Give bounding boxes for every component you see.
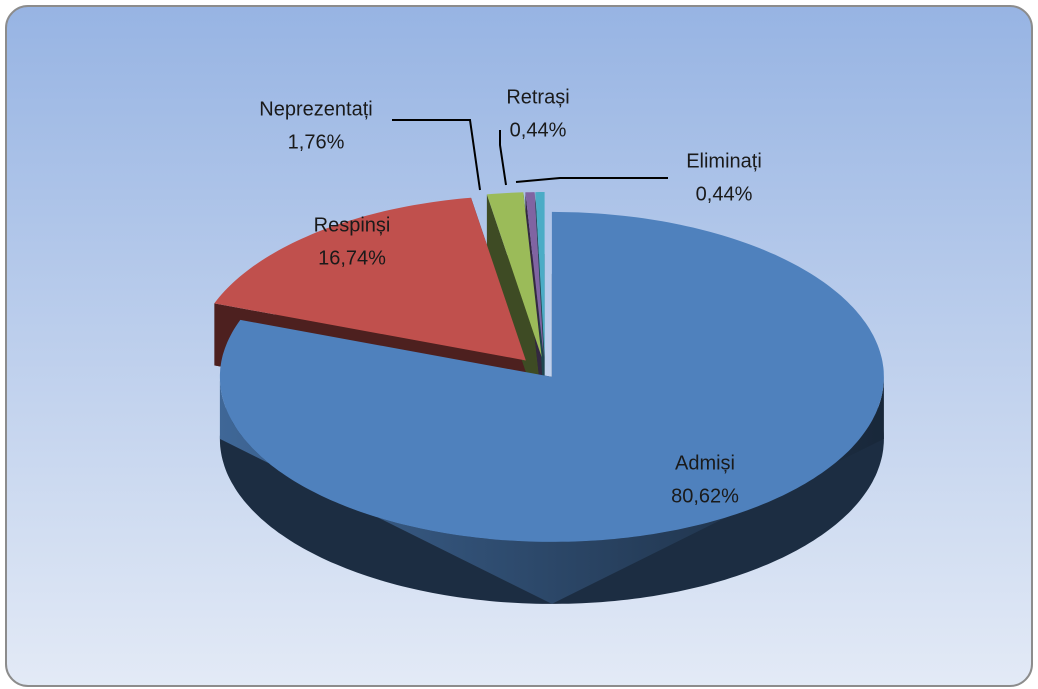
value-label: 0,44% <box>510 119 567 141</box>
slice <box>535 192 545 358</box>
value-label: 1,76% <box>288 131 345 153</box>
leader-line <box>392 119 481 191</box>
slice <box>486 192 542 358</box>
category-label: Admiși <box>675 452 735 474</box>
value-label: 80,62% <box>671 485 739 507</box>
category-label: Neprezentați <box>259 98 372 120</box>
value-label: 0,44% <box>696 183 753 205</box>
slice <box>219 211 884 542</box>
category-label: Respinși <box>314 214 391 236</box>
pie <box>214 119 884 604</box>
slice <box>214 197 526 361</box>
leader-line <box>499 130 507 186</box>
leader-line <box>515 177 668 183</box>
category-label: Eliminați <box>686 150 762 172</box>
slice-rim <box>219 376 884 604</box>
value-label: 16,74% <box>318 247 386 269</box>
slice-side <box>486 194 542 420</box>
category-label: Retrași <box>506 86 569 108</box>
slice <box>525 192 544 358</box>
